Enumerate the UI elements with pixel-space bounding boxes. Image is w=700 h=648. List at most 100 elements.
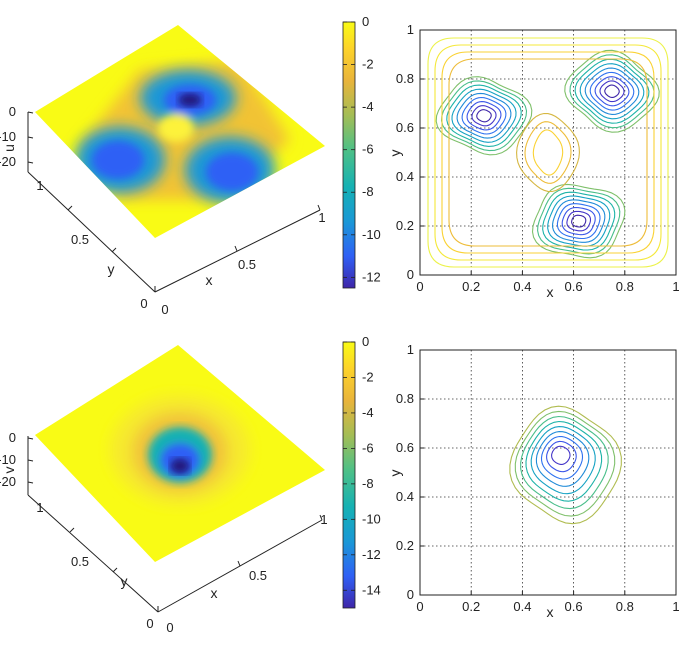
contour-u-y-label: y [387,150,403,157]
contour-u-x-tick-label: 1 [672,279,679,294]
contour-u-contour-line [456,92,512,139]
colorbar-u-tick-label: -12 [362,269,381,284]
colorbar-v-tick-label: -4 [362,405,374,420]
colorbar-v-tick-label: -12 [362,547,381,562]
contour-u-contour-line [594,76,630,107]
contour-v-contour-line [535,431,590,487]
contour-u-x-label: x [547,284,554,300]
contour-v-y-tick-label: 0.8 [396,391,414,406]
contour-v-background [420,350,676,595]
contour-u-contour-line [571,214,587,228]
contour-u-x-tick-label: 0.8 [616,279,634,294]
colorbar-u-tick-label: -2 [362,57,374,72]
contour-u-contour-line [564,49,660,133]
contour-v-contour-line [551,445,571,465]
contour-u-contour-line [531,183,626,259]
colorbar-u: 0 -2 -4 -6 -8 -10 -12 [342,14,381,289]
contour-u-contour-line [574,58,650,124]
contour-v-y-tick-label: 0.6 [396,440,414,455]
v-x-label: x [211,585,218,601]
contour-v-contour-line [540,435,584,480]
contour-u-contour-line [552,199,606,243]
colorbar-u-tick-label: -4 [362,99,374,114]
contour-v-contour-line [520,415,609,510]
contour-u-lines [427,37,669,268]
contour-v-y-tick-label: 0.4 [396,489,414,504]
contour-v-x-tick-label: 0.6 [565,599,583,614]
v-z-tick-1: -10 [0,452,16,467]
contour-v-y-tick-label: 0 [407,587,414,602]
contour-v-x-tick-label: 1 [672,599,679,614]
u-y-label: y [108,261,115,277]
contour-v-x-tick-label: 0 [416,599,423,614]
contour-u-background [420,30,676,275]
surface-v-axes [27,436,323,613]
v-y-label: y [121,573,128,589]
contour-v-contour-line [514,410,616,517]
u-y-tick-2: 1 [36,178,43,193]
colorbar-v-tick-label: -6 [362,440,374,455]
surface-u-shading [75,60,290,203]
contour-u-y-tick-label: 0.6 [396,120,414,135]
contour-u-contour-line [561,206,596,236]
contour-v-contour-line [525,420,603,502]
colorbar-u-strip [342,21,356,289]
contour-v-x-tick-label: 0.2 [462,599,480,614]
u-x-tick-1: 0.5 [238,257,256,272]
contour-u-contour-line [451,88,517,143]
contour-u-contour-line [542,191,616,251]
colorbar-v-tick-label: -14 [362,582,381,597]
colorbar-v-tick-label: -8 [362,476,374,491]
contour-v-y-tick-label: 0.2 [396,538,414,553]
contour-u-x-tick-label: 0.6 [565,279,583,294]
contour-v-grid [420,350,676,595]
contour-u-contour-line [441,51,655,254]
contour-u-contour-line [516,112,580,193]
contour-v-contour-line [530,426,596,495]
contour-u-x-tick-label: 0.4 [513,279,531,294]
colorbar-v-strip [342,341,356,609]
v-y-tick-1: 0.5 [71,554,89,569]
contour-v-x-tick-label: 0.8 [616,599,634,614]
contour-u-contour-line [435,76,533,156]
contour-u-contour-line [476,109,492,123]
contour-u-contour-line [440,80,528,152]
surface-v: 0 -10 -20 v 1 0.5 0 y 0 0.5 1 x [0,345,328,635]
colorbar-u-tick-label: -6 [362,142,374,157]
contour-u-x-tick-label: 0 [416,279,423,294]
contour-u-grid [420,30,676,275]
contour-v: 0 0.2 0.4 0.6 0.8 1 0 0.2 0.4 0.6 0.8 1 x y [387,342,680,620]
contour-v-contour-line [509,405,622,525]
v-z-label: v [1,467,17,474]
contour-u-contour-line [589,71,635,111]
colorbar-v: 0 -2 -4 -6 -8 -10 -12 -14 [342,334,381,609]
contour-u-y-tick-label: 0.2 [396,218,414,233]
v-x-tick-2: 1 [320,512,327,527]
contour-u-contour-line [584,67,640,115]
u-z-tick-1: -10 [0,129,16,144]
u-x-tick-2: 1 [318,210,325,225]
colorbar-v-tick-label: -10 [362,511,381,526]
contour-u-frame [419,29,677,276]
contour-v-x-tick-label: 0.4 [513,599,531,614]
v-x-tick-0: 0 [166,620,173,635]
u-x-label: x [206,272,213,288]
contour-u-contour-line [446,84,522,147]
contour-v-y-tick-label: 1 [407,342,414,357]
u-z-tick-0: 0 [9,104,16,119]
surface-u: 0 -10 -20 u 1 0.5 0 y 0 0.5 1 x [0,25,326,317]
contour-u-contour-line [461,96,507,135]
contour-u-contour-line [604,84,620,98]
contour-v-frame [419,349,677,596]
v-x-tick-1: 0.5 [249,568,267,583]
colorbar-u-tick-label: -10 [362,227,381,242]
contour-u: 0 0.2 0.4 0.6 0.8 1 0 0.2 0.4 0.6 0.8 1 x y [387,22,680,300]
v-y-tick-2: 1 [36,500,43,515]
colorbar-v-tick-label: -2 [362,369,374,384]
contour-u-contour-line [471,105,497,127]
contour-u-contour-line [569,54,655,129]
contour-v-ticks: 0 0.2 0.4 0.6 0.8 1 0 0.2 0.4 0.6 0.8 1 [396,342,680,614]
contour-u-contour-line [466,101,502,131]
contour-u-y-tick-label: 0.4 [396,169,414,184]
contour-u-contour-line [566,210,592,232]
